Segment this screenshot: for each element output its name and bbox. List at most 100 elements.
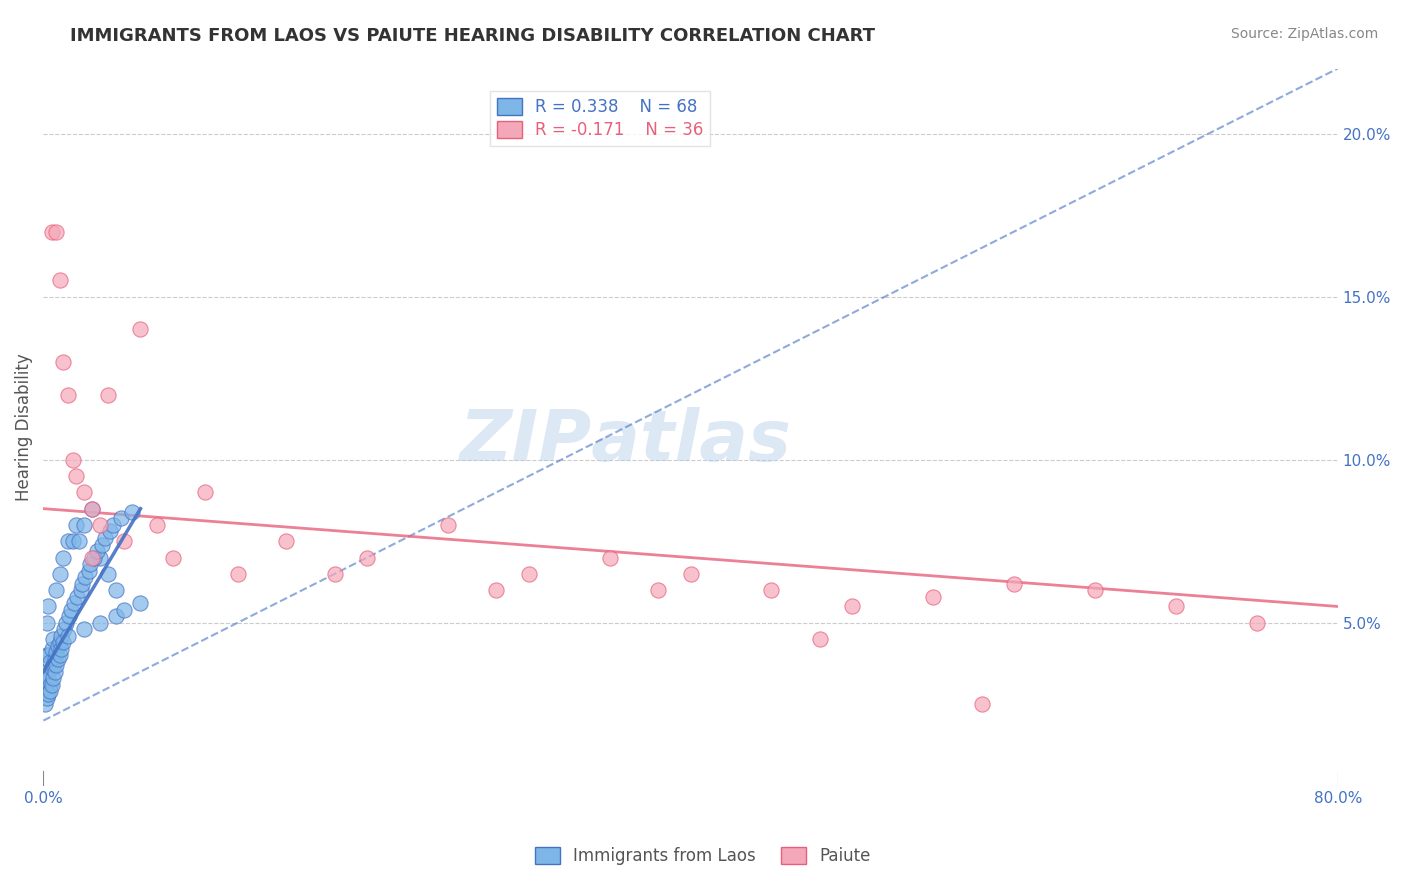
Point [48,273,70,287]
Point [112,534,135,549]
Point [37,688,59,702]
Point [129,322,152,336]
Point [56,534,79,549]
Point [922,590,945,604]
Point [437,518,460,533]
Point [356,550,378,565]
Point [121,505,143,519]
Point [599,550,621,565]
Point [89,518,111,533]
Point [51,641,73,656]
Point [45,583,67,598]
Point [73,622,96,636]
Point [80,501,103,516]
Point [34,681,56,695]
Point [52,635,75,649]
Point [35,690,58,705]
Point [129,596,152,610]
Text: IMMIGRANTS FROM LAOS VS PAIUTE HEARING DISABILITY CORRELATION CHART: IMMIGRANTS FROM LAOS VS PAIUTE HEARING D… [70,27,876,45]
Point [38,678,60,692]
Y-axis label: Hearing Disability: Hearing Disability [15,353,32,501]
Point [110,511,132,525]
Point [80,550,103,565]
Point [79,557,101,571]
Point [808,632,831,646]
Point [45,225,67,239]
Point [226,566,249,581]
Point [41,641,63,656]
Point [58,609,80,624]
Point [44,665,66,679]
Point [42,632,65,646]
Point [274,534,297,549]
Point [45,658,67,673]
Point [90,537,112,551]
Point [65,518,87,533]
Point [97,387,120,401]
Point [52,550,75,565]
Point [105,583,128,598]
Point [485,583,508,598]
Point [62,452,84,467]
Point [62,534,84,549]
Point [1084,583,1107,598]
Point [45,645,67,659]
Point [56,387,79,401]
Point [67,534,90,549]
Point [37,599,59,614]
Point [97,566,120,581]
Point [73,485,96,500]
Point [70,576,93,591]
Point [841,599,863,614]
Point [86,544,108,558]
Point [69,583,91,598]
Point [37,648,59,663]
Point [38,655,60,669]
Legend: Immigrants from Laos, Paiute: Immigrants from Laos, Paiute [529,840,877,872]
Point [517,566,540,581]
Point [83,550,105,565]
Point [51,629,73,643]
Point [323,566,346,581]
Point [145,518,167,533]
Point [679,566,702,581]
Point [48,648,70,663]
Point [162,550,184,565]
Point [34,698,56,712]
Point [37,671,59,685]
Point [35,615,58,630]
Point [41,661,63,675]
Point [101,518,124,533]
Point [65,469,87,483]
Point [970,698,993,712]
Point [647,583,669,598]
Point [48,566,70,581]
Point [42,658,65,673]
Point [112,603,135,617]
Point [105,609,128,624]
Point [1246,615,1268,630]
Point [1002,576,1025,591]
Point [46,639,69,653]
Point [194,485,217,500]
Text: ZIP​atlas: ZIP​atlas [460,407,792,476]
Point [41,225,63,239]
Point [34,665,56,679]
Point [77,564,100,578]
Point [53,622,76,636]
Point [52,355,75,369]
Point [63,596,86,610]
Point [48,635,70,649]
Point [89,550,111,565]
Point [94,531,117,545]
Point [73,518,96,533]
Point [35,648,58,663]
Point [66,590,89,604]
Text: Source: ZipAtlas.com: Source: ZipAtlas.com [1230,27,1378,41]
Point [41,678,63,692]
Point [55,615,77,630]
Point [1164,599,1187,614]
Point [44,651,66,665]
Point [80,501,103,516]
Point [89,615,111,630]
